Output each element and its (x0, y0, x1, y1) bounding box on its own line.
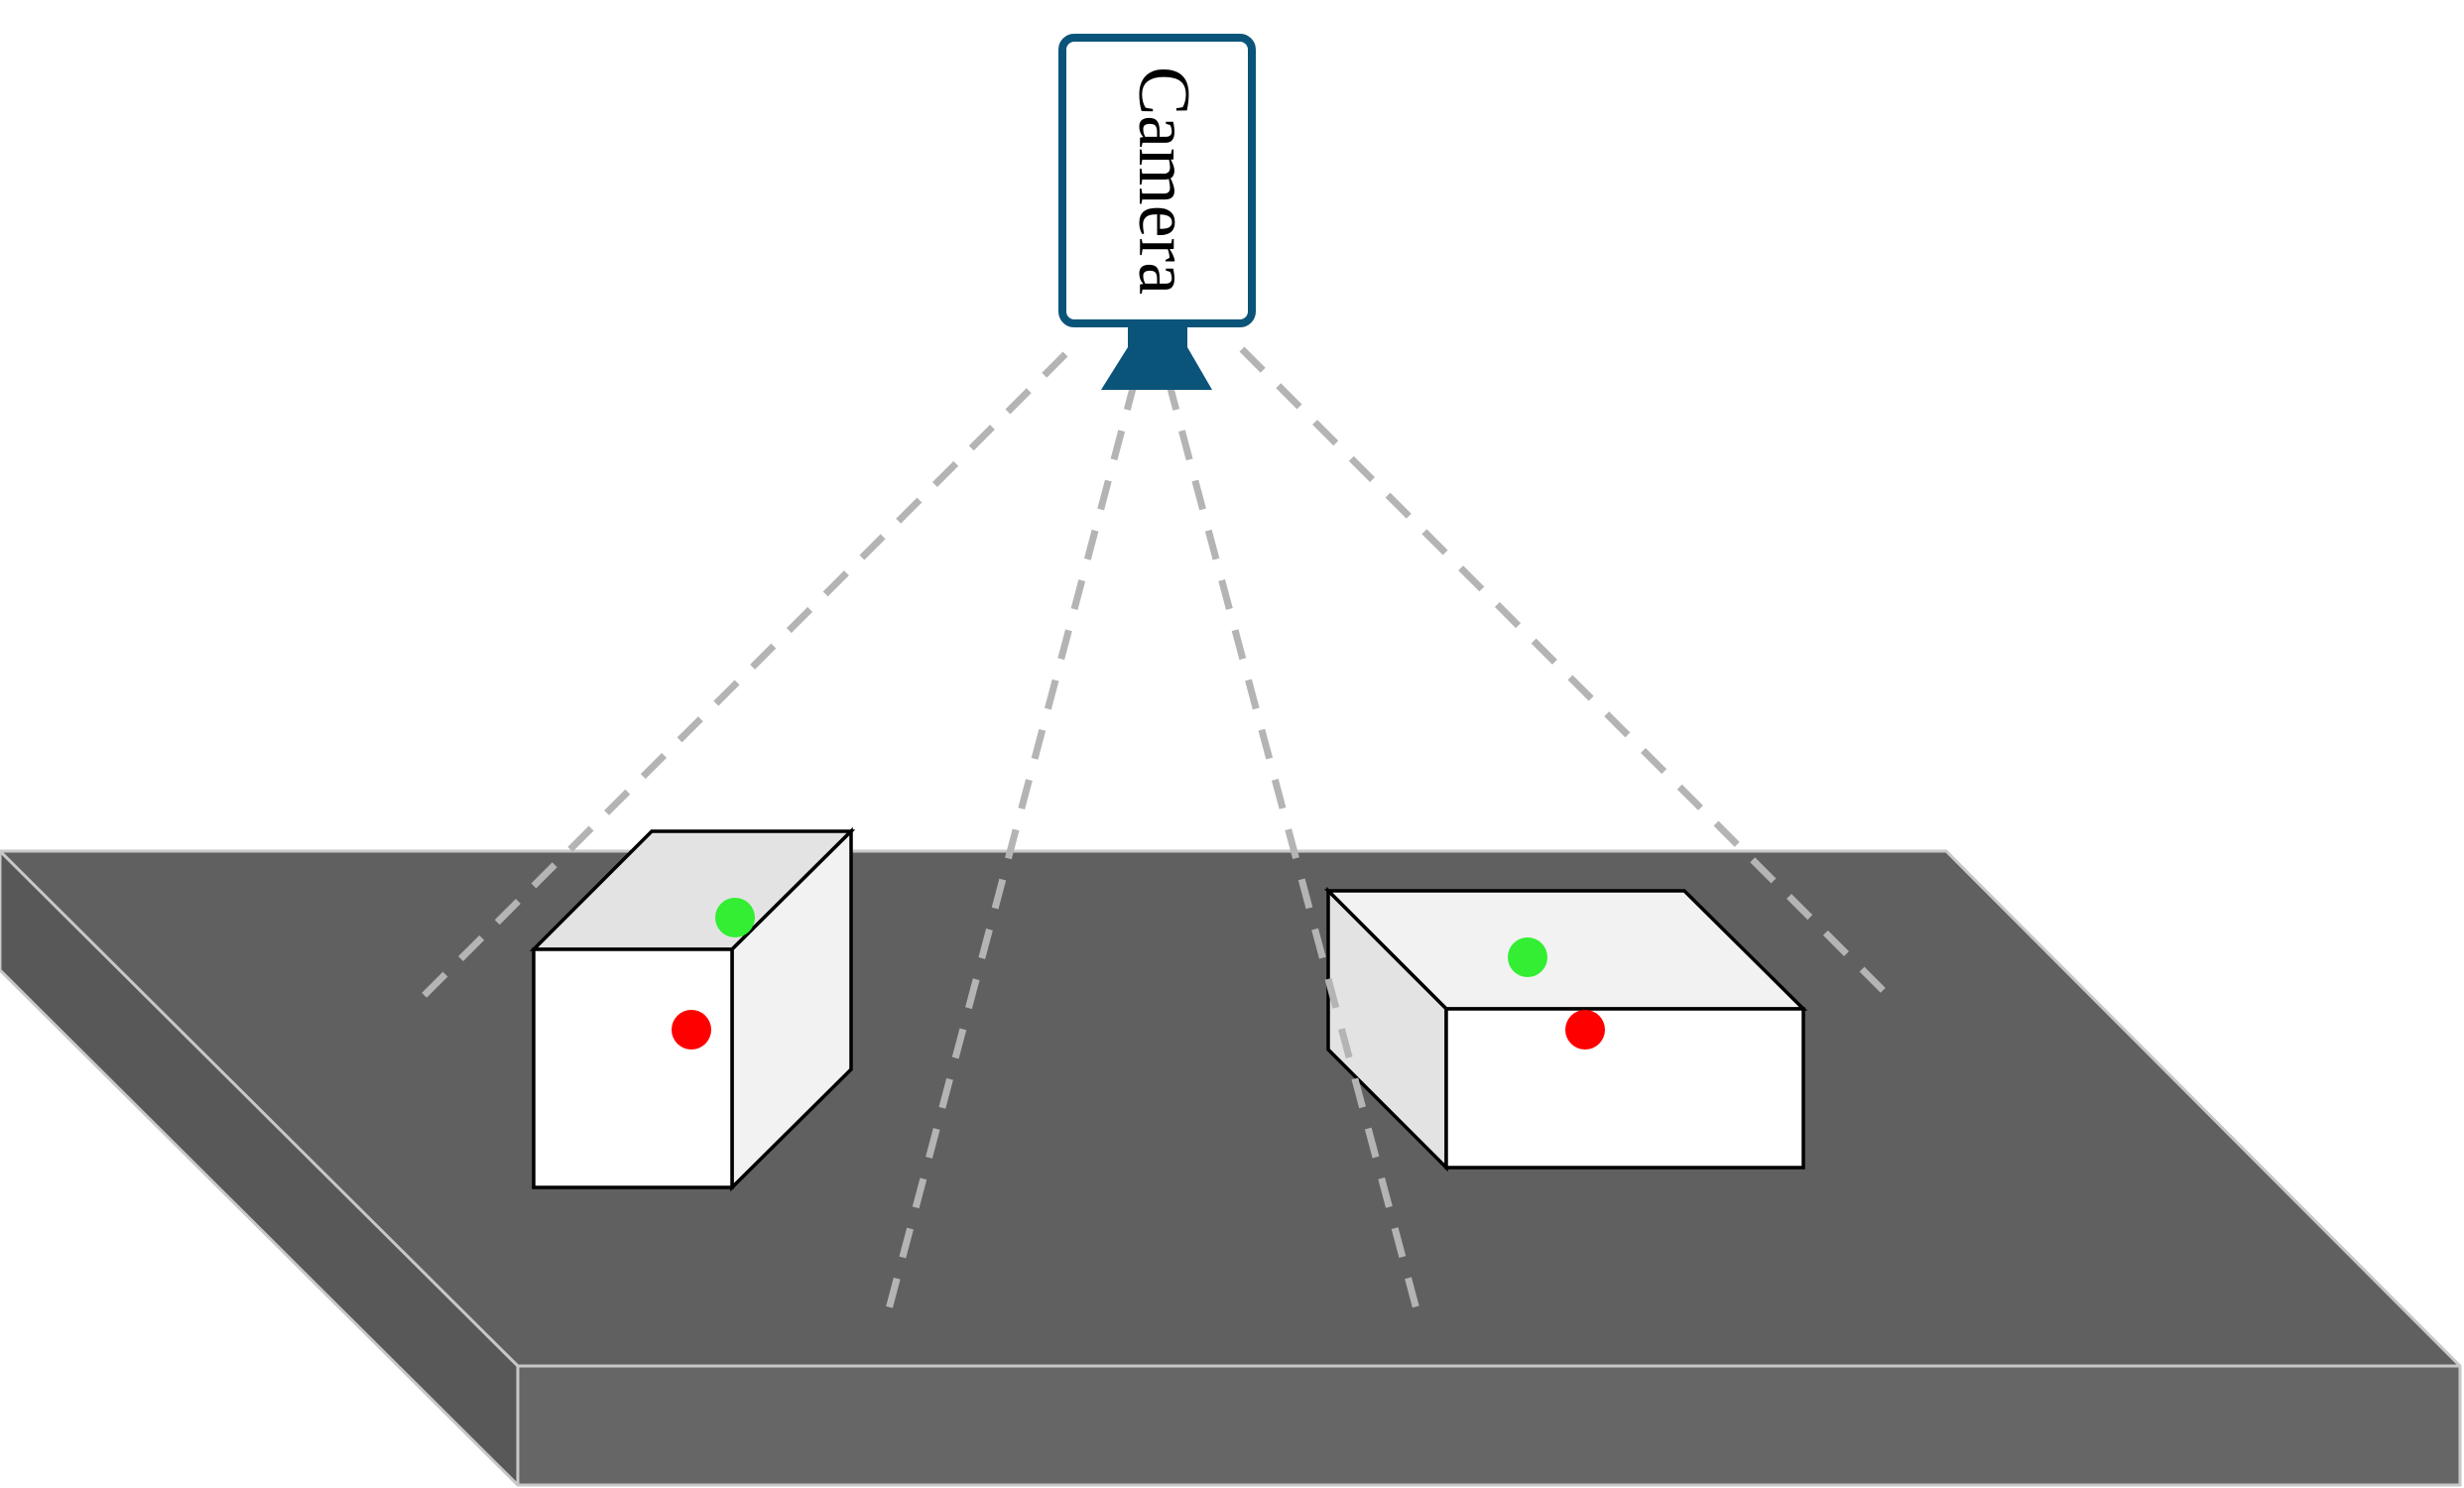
left-box-front (532, 947, 734, 1189)
camera-label: Camera (1123, 66, 1204, 295)
right-box-red-marker (1565, 1010, 1605, 1050)
right-box (1323, 886, 1808, 1173)
table-left-side (0, 851, 518, 1485)
right-box-green-marker (1508, 937, 1547, 977)
camera: Camera (1058, 34, 1256, 390)
table-front (518, 1366, 2460, 1485)
camera-body (1058, 34, 1256, 327)
camera-mount (1128, 327, 1187, 349)
ray-inner-right (1165, 380, 1424, 1325)
ray-inner-left (881, 380, 1139, 1325)
left-box-red-marker (672, 1010, 711, 1050)
left-box (529, 826, 856, 1192)
left-box-green-marker (715, 898, 755, 937)
camera-rays (417, 346, 1901, 1325)
right-box-front (1444, 1007, 1805, 1170)
table (0, 849, 2462, 1487)
camera-lens (1101, 347, 1212, 390)
